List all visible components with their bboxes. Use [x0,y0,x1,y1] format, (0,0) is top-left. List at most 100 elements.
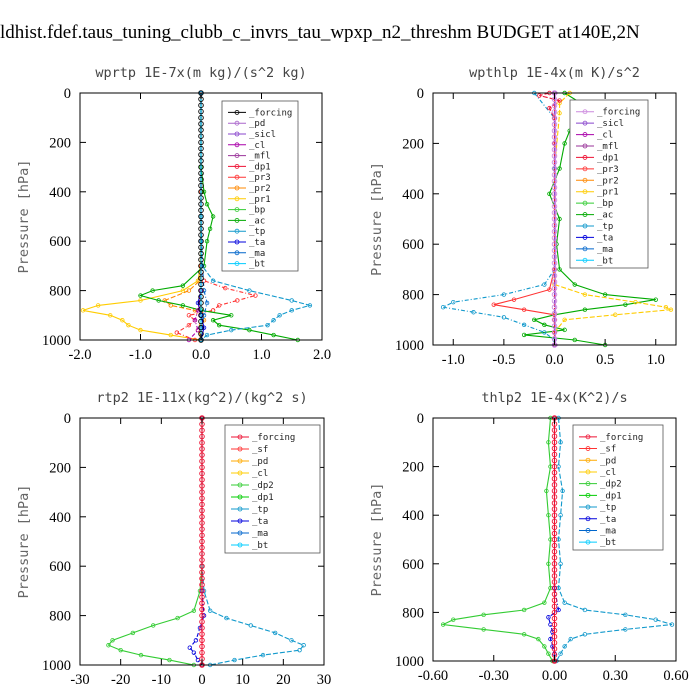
zero-marker [199,594,205,600]
series-line-pr3 [493,93,556,345]
legend-entry: _dp2 [600,480,622,490]
data-point [273,630,278,636]
x-tick-label: 0.0 [545,352,563,368]
data-point [547,191,552,196]
zero-marker [198,238,204,244]
zero-marker [551,115,558,121]
data-point [481,627,486,632]
zero-marker [551,633,558,640]
series-line-tp [441,92,556,345]
series-line-tp [200,93,312,341]
zero-marker [551,646,558,652]
data-point [207,226,213,232]
legend-entry: _bp [597,199,613,209]
zero-marker [198,164,204,170]
zero-marker [199,606,205,613]
x-tick-label: 10 [235,672,250,688]
zero-marker [551,146,558,153]
legend-marker [234,174,240,180]
legend-marker [234,110,240,115]
data-point [265,322,270,328]
zero-marker [198,324,204,331]
data-point [451,617,456,622]
zero-marker [198,189,204,195]
zero-marker [198,281,204,288]
zero-marker [199,631,205,637]
legend-marker [585,469,591,475]
zero-marker [551,567,558,573]
legend-marker [585,539,591,545]
x-tick-label: 0.00 [542,668,567,684]
x-tick-label: 0 [198,672,205,688]
zero-marker [198,195,204,201]
data-point [633,299,638,305]
zero-marker [199,427,205,434]
legend-marker [585,528,591,533]
zero-marker [199,458,205,464]
data-point [224,615,229,621]
legend-marker [234,196,240,202]
y-tick-label: 200 [49,135,71,151]
zero-marker [551,266,558,273]
zero-marker [551,235,558,241]
legend-entry: _ta [252,517,268,527]
zero-marker [551,254,558,260]
series-line-pr1 [82,93,202,341]
legend-entry: _pr1 [597,188,619,198]
zero-marker [199,588,205,594]
chart-panel-2: rtp2 1E-11x(kg^2)/(kg^2 s) Pressure [hPa]… [16,390,331,688]
zero-marker [551,109,558,115]
legend-entry: _cl [252,469,268,479]
legend-entry: _pd [249,119,265,129]
zero-marker [198,170,204,177]
legend-marker [582,189,588,195]
data-point [558,513,563,518]
zero-marker [199,551,205,557]
zero-marker [551,191,558,197]
zero-marker [551,260,558,266]
y-tick-label: 1000 [42,658,71,674]
zero-marker [198,287,204,294]
data-point [204,238,210,244]
legend-box [569,99,649,269]
zero-marker [551,310,558,317]
zero-marker [198,182,204,189]
legend-entry: _bt [249,260,265,270]
zero-marker [551,317,558,323]
zero-marker [198,158,204,164]
legend-marker [585,481,591,487]
y-tick-label: 800 [49,609,71,625]
legend-marker [234,228,240,234]
zero-marker [551,530,558,537]
zero-marker [551,542,558,549]
series-line-pr3 [175,93,258,341]
legend-entry: _ma [600,526,616,536]
chart-panel-0: wprtp 1E-7x(m kg)/(s^2 kg) Pressure [hPa]… [16,65,331,363]
data-point [613,312,618,317]
data-point [552,115,557,121]
legend-entry: _dp1 [249,162,271,172]
zero-marker [551,178,558,184]
y-tick-label: 400 [402,508,424,524]
y-axis-label: Pressure [hPa] [369,483,385,597]
zero-marker [199,569,205,576]
zero-marker [551,329,558,336]
x-tick-label: 1.0 [647,352,665,368]
legend-entry: _mfl [249,152,271,162]
x-tick-label: -2.0 [69,347,92,363]
zero-marker [198,300,204,306]
legend-entry: _sf [600,445,616,455]
data-point [138,298,143,303]
series-line-ac [138,93,298,341]
legend-box [224,424,321,554]
data-point [547,287,552,292]
series-line-dp1 [539,92,561,345]
legend-entry: _cl [600,468,616,478]
data-point [491,302,496,307]
zero-marker [551,285,558,292]
data-point [271,332,276,338]
y-tick-label: 400 [49,185,71,201]
zero-marker [198,133,204,139]
zero-marker [199,612,205,619]
